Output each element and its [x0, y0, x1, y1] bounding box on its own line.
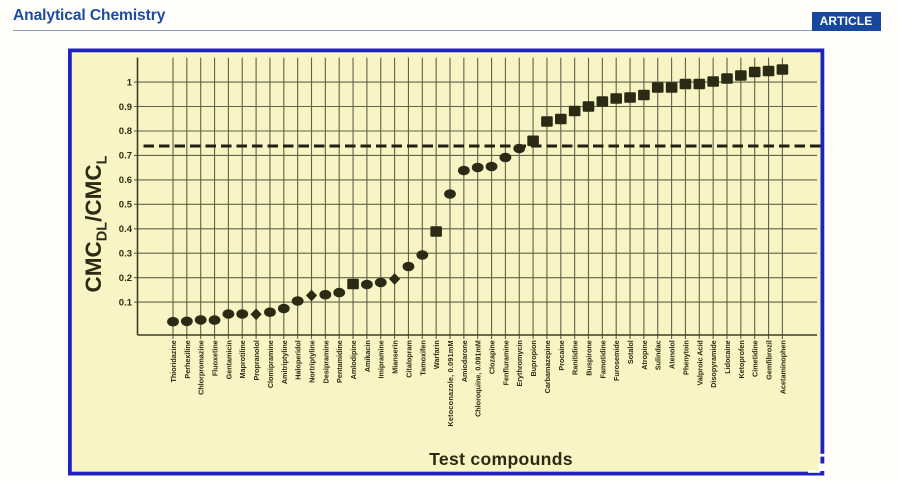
- svg-text:Atropine: Atropine: [640, 340, 649, 370]
- svg-text:Carbamazepine: Carbamazepine: [543, 340, 552, 393]
- svg-text:Sulindac: Sulindac: [654, 340, 663, 370]
- svg-text:Acetaminophen: Acetaminophen: [778, 340, 787, 394]
- svg-text:Amitriptyline: Amitriptyline: [280, 340, 289, 384]
- svg-text:0.9: 0.9: [119, 102, 132, 113]
- svg-text:Lidocaine: Lidocaine: [723, 340, 732, 374]
- svg-text:Perhexiline: Perhexiline: [183, 340, 192, 378]
- svg-text:Tamoxifen: Tamoxifen: [418, 340, 427, 375]
- svg-text:Mianserin: Mianserin: [391, 340, 400, 374]
- svg-text:Chloroquine, 0.091mM: Chloroquine, 0.091mM: [474, 340, 483, 417]
- svg-text:1: 1: [127, 77, 133, 88]
- svg-text:Fenfluramine: Fenfluramine: [501, 340, 510, 385]
- svg-text:Amlodipine: Amlodipine: [349, 340, 358, 379]
- svg-text:Propranolol: Propranolol: [252, 340, 261, 380]
- svg-text:Disopyramide: Disopyramide: [709, 340, 718, 388]
- svg-text:Haloperidol: Haloperidol: [294, 340, 303, 380]
- svg-text:Gentamicin: Gentamicin: [224, 340, 233, 379]
- svg-text:Amiodarone: Amiodarone: [460, 340, 469, 382]
- svg-text:Phenytoin: Phenytoin: [681, 340, 690, 375]
- svg-text:Desipramine: Desipramine: [321, 340, 330, 383]
- svg-text:Maprotiline: Maprotiline: [238, 340, 247, 378]
- svg-text:Chlorpromazine: Chlorpromazine: [197, 340, 206, 395]
- svg-text:0.8: 0.8: [119, 126, 132, 137]
- svg-text:Valproic Acid: Valproic Acid: [695, 340, 704, 385]
- svg-text:Atenolol: Atenolol: [668, 340, 677, 369]
- svg-text:0.4: 0.4: [119, 224, 133, 235]
- svg-text:CMCDL/CMCL: CMCDL/CMCL: [81, 155, 111, 292]
- svg-text:Nortriptyline: Nortriptyline: [308, 340, 317, 383]
- svg-text:Ketoconazole, 0.091mM: Ketoconazole, 0.091mM: [446, 340, 455, 426]
- svg-text:Warfarin: Warfarin: [432, 340, 441, 369]
- svg-text:Clomipramine: Clomipramine: [266, 340, 275, 388]
- svg-text:Test compounds: Test compounds: [429, 449, 573, 469]
- svg-text:Procaine: Procaine: [557, 340, 566, 370]
- svg-text:Amikacin: Amikacin: [363, 340, 372, 372]
- svg-text:Fluoxetine: Fluoxetine: [211, 340, 220, 376]
- svg-text:0.6: 0.6: [119, 175, 132, 186]
- svg-text:Furosemide: Furosemide: [612, 340, 621, 381]
- svg-text:Erythromycin: Erythromycin: [515, 340, 524, 386]
- svg-text:0.2: 0.2: [119, 273, 132, 284]
- svg-text:0.3: 0.3: [119, 248, 132, 259]
- svg-text:Thioridazine: Thioridazine: [169, 340, 178, 382]
- svg-text:Bupropion: Bupropion: [529, 340, 538, 376]
- svg-text:Gemfibrozil: Gemfibrozil: [765, 340, 774, 380]
- svg-text:Cimetidine: Cimetidine: [751, 340, 760, 377]
- svg-text:Pentamidine: Pentamidine: [335, 340, 344, 383]
- svg-text:0.5: 0.5: [119, 200, 133, 211]
- svg-text:Ranitidine: Ranitidine: [571, 340, 580, 375]
- svg-text:Buspirone: Buspirone: [585, 340, 594, 376]
- svg-text:0.7: 0.7: [119, 151, 132, 162]
- svg-text:Sotalol: Sotalol: [626, 340, 635, 364]
- svg-text:Ketoprofen: Ketoprofen: [737, 340, 746, 378]
- svg-text:Citalopram: Citalopram: [404, 340, 413, 378]
- svg-text:Clozapine: Clozapine: [488, 340, 497, 374]
- svg-text:Famotidine: Famotidine: [598, 340, 607, 378]
- svg-text:Imipramine: Imipramine: [377, 340, 386, 378]
- svg-text:0.1: 0.1: [119, 297, 133, 308]
